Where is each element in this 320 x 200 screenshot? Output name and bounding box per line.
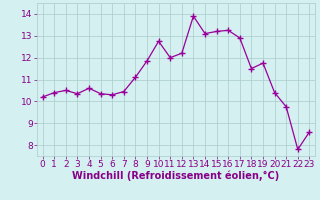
X-axis label: Windchill (Refroidissement éolien,°C): Windchill (Refroidissement éolien,°C) xyxy=(72,171,280,181)
